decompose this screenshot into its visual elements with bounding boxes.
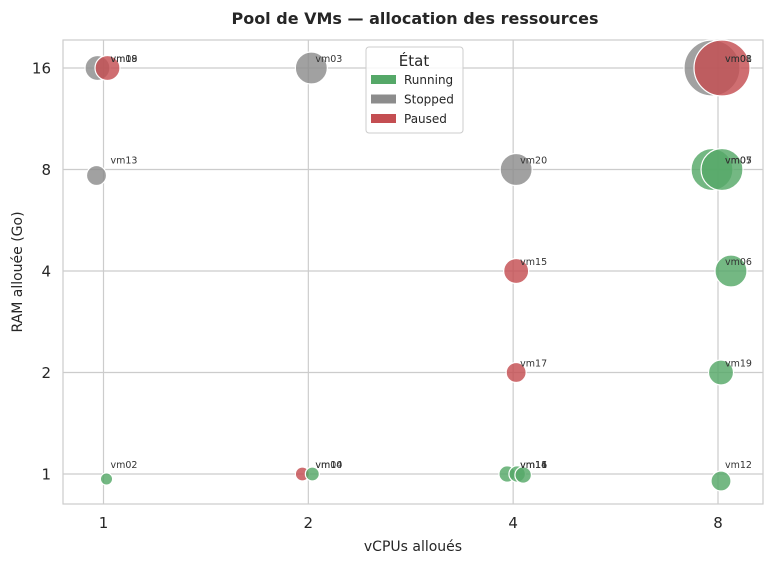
x-axis-label: vCPUs alloués [364, 539, 462, 555]
point-label-vm08: vm08 [725, 54, 752, 65]
legend-entries: Running Stopped Paused [371, 73, 454, 126]
point-label-vm01: vm01 [725, 54, 752, 65]
y-tick-label: 1 [41, 466, 51, 484]
point-label-vm12: vm12 [725, 460, 752, 471]
legend-label-running: Running [404, 73, 453, 87]
data-points [84, 39, 751, 492]
y-tick-label: 2 [41, 364, 51, 382]
point-label-vm09: vm09 [111, 54, 138, 65]
point-label-vm06: vm06 [725, 257, 752, 268]
data-point-vm06 [714, 254, 748, 288]
legend-label-paused: Paused [404, 112, 447, 126]
point-label-vm18: vm18 [111, 54, 138, 65]
data-point-vm17 [505, 361, 527, 384]
point-label-vm16: vm16 [520, 460, 547, 471]
legend-label-stopped: Stopped [404, 93, 454, 107]
legend-swatch-running [371, 75, 396, 84]
x-tick-label: 4 [508, 514, 518, 532]
x-tick-labels: 1 2 4 8 [99, 514, 723, 532]
y-axis-label: RAM allouée (Go) [10, 211, 26, 332]
data-point-vm04 [304, 466, 320, 482]
point-label-vm02: vm02 [111, 460, 138, 471]
y-tick-labels: 1 2 4 8 16 [32, 60, 51, 484]
y-tick-label: 4 [41, 263, 51, 281]
y-tick-label: 16 [32, 60, 51, 78]
legend-box [365, 46, 464, 134]
point-labels: vm01 vm02 vm03 vm05 vm06 vm07 vm08 vm09 vm10 vm11… [111, 54, 752, 471]
legend-swatch-stopped [371, 94, 396, 104]
x-tick-label: 2 [304, 514, 314, 532]
data-point-vm13 [85, 164, 108, 187]
chart-title: Pool de VMs — allocation des ressources [231, 9, 598, 28]
data-point-vm18 [94, 54, 121, 82]
point-label-vm17: vm17 [520, 359, 547, 370]
point-label-vm11: vm11 [520, 460, 547, 471]
x-tick-label: 1 [99, 514, 109, 532]
legend-swatch-paused [371, 114, 396, 123]
point-label-vm05: vm05 [725, 156, 752, 167]
point-label-vm13: vm13 [111, 156, 138, 167]
point-label-vm19: vm19 [725, 359, 752, 370]
point-label-vm14: vm14 [520, 460, 547, 471]
point-label-vm03: vm03 [315, 54, 342, 65]
legend-title: État [399, 51, 430, 70]
data-point-vm16 [514, 466, 533, 484]
legend: État Running Stopped Paused [365, 46, 464, 134]
data-point-vm07 [700, 147, 744, 192]
point-label-vm07: vm07 [725, 156, 752, 167]
point-label-vm15: vm15 [520, 257, 547, 268]
data-point-vm08 [693, 39, 751, 97]
data-point-vm15 [503, 257, 530, 285]
point-label-vm10: vm10 [315, 460, 342, 471]
data-point-vm02 [99, 472, 114, 486]
point-label-vm04: vm04 [315, 460, 342, 471]
data-point-vm03 [294, 51, 328, 85]
data-point-vm20 [499, 152, 533, 187]
x-tick-label: 8 [713, 514, 723, 532]
data-point-vm19 [707, 359, 735, 386]
data-point-vm12 [710, 470, 732, 492]
y-tick-label: 8 [41, 161, 51, 179]
point-label-vm20: vm20 [520, 156, 547, 167]
